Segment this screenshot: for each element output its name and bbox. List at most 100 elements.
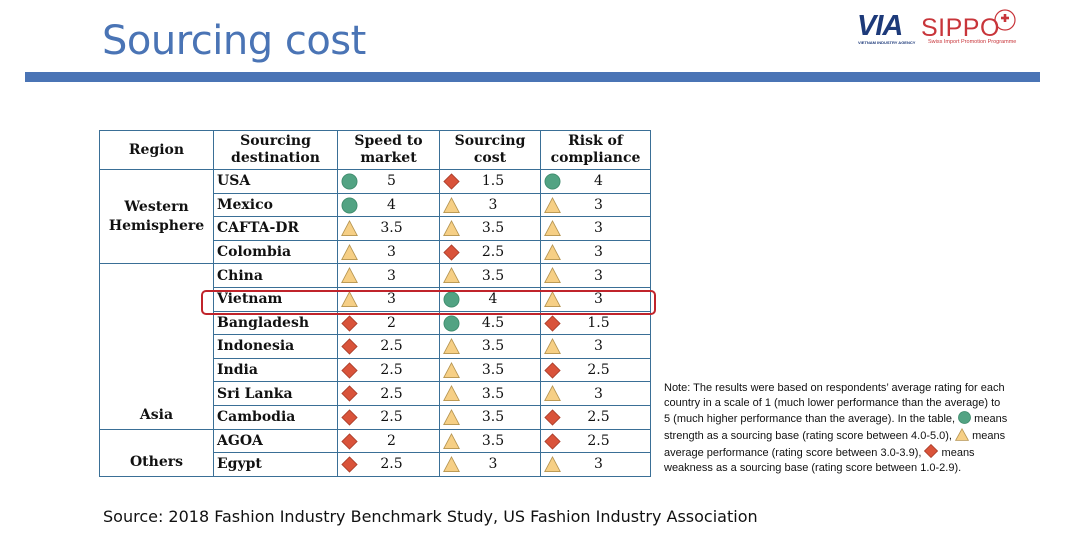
- risk-cell: 3: [540, 239, 651, 265]
- table-row: Mexico 4 3 3: [100, 192, 651, 218]
- source-citation: Source: 2018 Fashion Industry Benchmark …: [103, 507, 758, 526]
- speed-cell: 5: [337, 169, 440, 194]
- red-diamond-icon: [443, 244, 460, 261]
- header-sourcing-destination: Sourcing destination: [213, 130, 338, 170]
- destination-cell: Colombia: [213, 239, 338, 265]
- cost-cell: 3.5: [439, 428, 541, 454]
- speed-value: 2.5: [380, 338, 403, 355]
- speed-cell: 3.5: [337, 216, 440, 241]
- note-triangle-meaning: means average performance (rating score …: [664, 429, 1006, 459]
- via-sippo-logo: VIA VIETNAM INDUSTRY AGENCY SIPPO Swiss …: [855, 8, 1030, 50]
- cost-value: 3.5: [481, 338, 505, 355]
- sourcing-comparison-table: Region Sourcing destination Speed to marke…: [99, 130, 651, 477]
- risk-value: 3: [594, 338, 603, 355]
- speed-value: 2: [387, 432, 396, 449]
- speed-cell: 2: [337, 428, 440, 454]
- cost-cell: 3.5: [439, 404, 541, 430]
- table-row: Others AGOA 2 3.5 2.5: [99, 428, 651, 477]
- destination-cell: Egypt: [213, 452, 338, 477]
- risk-cell: 3: [540, 216, 651, 241]
- cost-cell: 1.5: [439, 169, 541, 194]
- yellow-triangle-icon: [544, 267, 561, 284]
- yellow-triangle-icon: [544, 196, 561, 213]
- region-cell-western: Western Hemisphere: [99, 168, 214, 265]
- yellow-triangle-icon: [341, 243, 358, 260]
- destination-cell: China: [213, 263, 338, 288]
- risk-value: 3: [594, 244, 603, 261]
- green-circle-icon: [341, 197, 358, 214]
- table-row: Colombia 3 2.5 3: [100, 239, 651, 265]
- red-diamond-icon: [544, 314, 561, 332]
- destination-cell: India: [213, 357, 338, 383]
- region-label: Others: [129, 453, 183, 470]
- cost-cell: 2.5: [439, 239, 541, 265]
- via-logo-text: VIA: [857, 10, 903, 42]
- destination-cell: Cambodia: [213, 404, 338, 430]
- red-diamond-icon: [341, 456, 358, 473]
- speed-cell: 2.5: [337, 452, 440, 477]
- cost-value: 3.5: [481, 267, 505, 284]
- yellow-triangle-icon: [341, 291, 358, 307]
- cost-value: 3.5: [481, 432, 505, 449]
- risk-value: 3: [594, 456, 603, 473]
- red-diamond-icon: [341, 338, 358, 355]
- speed-cell: 2.5: [337, 381, 440, 406]
- yellow-triangle-icon: [443, 220, 460, 237]
- cost-value: 3.5: [481, 220, 505, 237]
- speed-cell: 3: [337, 263, 440, 288]
- risk-cell: 3: [540, 452, 651, 477]
- yellow-triangle-icon: [443, 267, 460, 284]
- red-diamond-icon: [924, 443, 939, 458]
- speed-cell: 4: [337, 192, 440, 218]
- yellow-triangle-icon: [443, 432, 460, 449]
- cost-value: 4: [488, 291, 498, 308]
- cost-value: 3.5: [481, 409, 505, 426]
- risk-cell: 2.5: [540, 404, 651, 430]
- header-risk-of-compliance: Risk of compliance: [540, 130, 651, 170]
- sippo-logo-text: SIPPO: [921, 14, 1000, 42]
- cost-cell: 3.5: [439, 357, 541, 383]
- risk-cell: 3: [540, 263, 651, 288]
- risk-value: 2.5: [587, 362, 610, 379]
- yellow-triangle-icon: [544, 456, 561, 473]
- risk-value: 4: [594, 173, 603, 190]
- risk-cell: 3: [540, 381, 651, 406]
- cost-value: 3.5: [481, 385, 505, 402]
- yellow-triangle-icon: [544, 291, 561, 307]
- sippo-logo-subtitle: Swiss Import Promotion Programme: [928, 39, 1017, 45]
- speed-value: 5: [387, 173, 396, 190]
- speed-value: 2.5: [380, 409, 403, 426]
- header-risk-of-compliance-label: Risk of compliance: [550, 133, 641, 166]
- cost-cell: 3.5: [439, 263, 541, 288]
- risk-cell: 3: [540, 192, 651, 218]
- speed-value: 2.5: [380, 362, 403, 379]
- cost-cell: 3: [439, 452, 541, 477]
- green-circle-icon: [341, 173, 358, 190]
- yellow-triangle-icon: [443, 338, 460, 355]
- speed-value: 3.5: [380, 220, 403, 237]
- destination-cell: CAFTA-DR: [213, 216, 338, 241]
- cost-cell: 3.5: [439, 381, 541, 406]
- via-logo-subtitle: VIETNAM INDUSTRY AGENCY: [858, 40, 916, 45]
- red-diamond-icon: [544, 362, 561, 379]
- speed-value: 2: [387, 314, 396, 331]
- speed-cell: 2.5: [337, 404, 440, 430]
- green-circle-icon: [544, 173, 561, 190]
- cost-cell: 3: [439, 192, 541, 218]
- header-region: Region: [99, 130, 214, 170]
- risk-value: 3: [594, 385, 603, 402]
- cost-cell: 3.5: [439, 216, 541, 241]
- yellow-triangle-icon: [341, 220, 358, 237]
- red-diamond-icon: [341, 432, 358, 450]
- cost-value: 3: [488, 196, 498, 213]
- region-label: Western Hemisphere: [108, 198, 205, 234]
- speed-cell: 3: [337, 239, 440, 265]
- risk-value: 1.5: [587, 314, 610, 331]
- speed-value: 3: [387, 244, 396, 261]
- destination-cell: Mexico: [213, 192, 338, 218]
- red-diamond-icon: [544, 409, 561, 426]
- yellow-triangle-icon: [443, 196, 460, 213]
- cost-value: 1.5: [481, 173, 505, 190]
- header-sourcing-cost: Sourcing cost: [439, 130, 541, 170]
- note-diamond-meaning: means weakness as a sourcing base (ratin…: [664, 446, 975, 475]
